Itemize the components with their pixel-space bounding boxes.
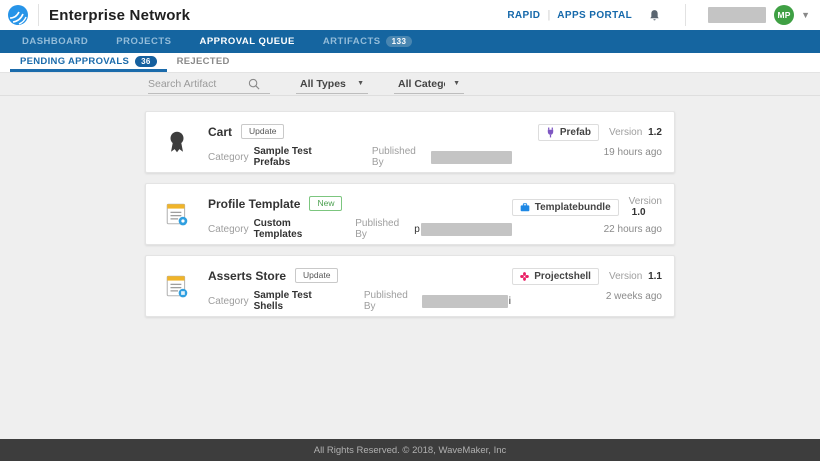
artifact-card-cart[interactable]: Cart Update Category Sample Test Prefabs… [145, 111, 675, 173]
template-notepad-icon [146, 194, 208, 234]
publisher-visible-text: i [508, 295, 511, 307]
plug-icon [546, 127, 555, 138]
published-by-label: Published By [363, 290, 408, 312]
header-divider-2 [685, 4, 687, 26]
published-time: 19 hours ago [603, 147, 662, 158]
nav-item-artifacts[interactable]: ARTIFACTS 133 [309, 30, 427, 53]
apps-portal-link[interactable]: APPS PORTAL [557, 9, 633, 21]
category-value: Custom Templates [253, 218, 303, 240]
search-icon[interactable] [248, 78, 260, 90]
top-header: Enterprise Network RAPID | APPS PORTAL M… [0, 0, 820, 30]
shell-flower-icon [520, 272, 530, 281]
page-title: Enterprise Network [49, 6, 191, 24]
approval-list: Cart Update Category Sample Test Prefabs… [0, 96, 820, 439]
version-value: 1.0 [631, 207, 646, 218]
category-label: Category [208, 151, 249, 163]
category-label: Category [208, 223, 249, 235]
artifact-card-profile-template[interactable]: Profile Template New Category Custom Tem… [145, 183, 675, 245]
publisher-visible-text: p [414, 223, 420, 235]
search-box [148, 74, 270, 94]
header-divider [38, 4, 39, 26]
category-filter-select[interactable]: All Categories ▼ [394, 74, 464, 94]
published-by-label: Published By [371, 146, 416, 168]
type-filter-select[interactable]: All Types ▼ [296, 74, 368, 94]
award-ribbon-icon [146, 122, 208, 162]
redacted-publisher [430, 150, 512, 164]
copyright-text: All Rights Reserved. © 2018, WaveMaker, … [313, 445, 507, 456]
pending-count-badge: 36 [135, 55, 157, 67]
redacted-publisher [420, 222, 512, 236]
rapid-link[interactable]: RAPID [507, 9, 541, 21]
redacted-publisher [421, 294, 508, 308]
tab-rejected[interactable]: REJECTED [176, 55, 230, 67]
nav-item-approval-queue[interactable]: APPROVAL QUEUE [199, 36, 295, 47]
type-chip-templatebundle[interactable]: Templatebundle [511, 198, 619, 216]
bundle-icon [520, 202, 530, 212]
caret-down-icon: ▼ [357, 80, 364, 87]
version-label: Version [608, 127, 643, 138]
link-separator: | [547, 9, 551, 21]
artifact-card-asserts-store[interactable]: Asserts Store Update Category Sample Tes… [145, 255, 675, 317]
avatar[interactable]: MP [774, 5, 795, 25]
status-badge: Update [241, 124, 285, 139]
chevron-down-icon[interactable]: ▼ [801, 10, 810, 20]
published-time: 22 hours ago [603, 224, 662, 235]
nav-item-dashboard[interactable]: DASHBOARD [22, 36, 89, 47]
tab-pending-approvals[interactable]: PENDING APPROVALS 36 [10, 53, 167, 72]
artifact-title: Cart [208, 124, 233, 139]
redacted-username [708, 7, 767, 23]
category-value: Sample Test Shells [253, 290, 312, 312]
caret-down-icon: ▼ [453, 80, 460, 87]
status-badge: New [309, 196, 343, 211]
artifact-title: Asserts Store [208, 268, 287, 283]
nav-item-projects[interactable]: PROJECTS [116, 36, 172, 47]
wavemaker-logo [8, 5, 28, 25]
artifacts-count-badge: 133 [385, 36, 413, 47]
version-label: Version [608, 271, 643, 282]
approval-tabs: PENDING APPROVALS 36 REJECTED [0, 53, 820, 73]
published-by-label: Published By [355, 218, 400, 240]
type-chip-projectshell[interactable]: Projectshell [512, 268, 599, 285]
version-label: Version [628, 196, 662, 207]
notifications-bell-icon[interactable] [648, 9, 661, 22]
version-value: 1.2 [648, 127, 662, 138]
version-value: 1.1 [648, 271, 662, 282]
search-input[interactable] [148, 77, 248, 90]
artifact-title: Profile Template [208, 196, 301, 211]
template-notepad-icon [146, 266, 208, 306]
type-chip-prefab[interactable]: Prefab [537, 124, 599, 141]
category-label: Category [208, 295, 249, 307]
filter-bar: All Types ▼ All Categories ▼ [0, 73, 820, 96]
page-footer: All Rights Reserved. © 2018, WaveMaker, … [0, 439, 820, 461]
main-navbar: DASHBOARD PROJECTS APPROVAL QUEUE ARTIFA… [0, 30, 820, 53]
published-time: 2 weeks ago [605, 291, 662, 302]
category-value: Sample Test Prefabs [253, 146, 312, 168]
status-badge: Update [295, 268, 339, 283]
